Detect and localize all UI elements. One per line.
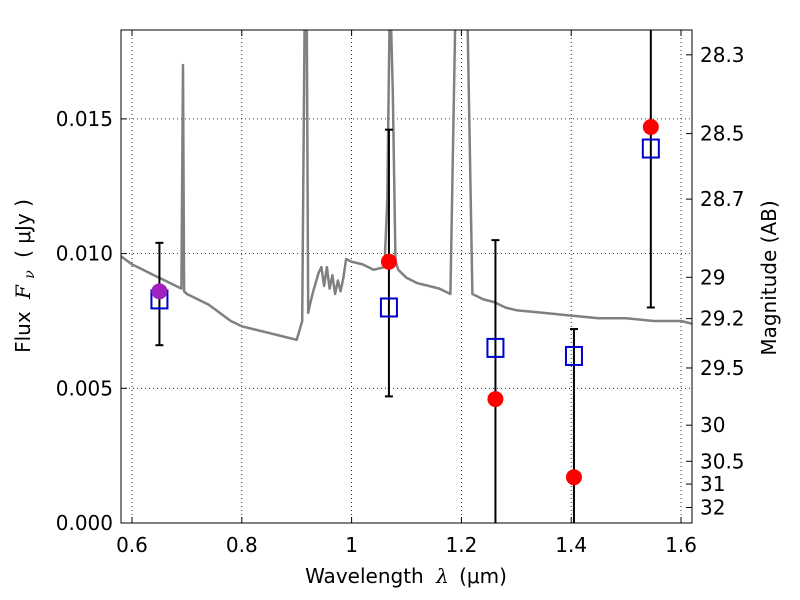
model-point <box>486 337 505 358</box>
observed-point <box>565 469 582 486</box>
plot-frame <box>120 29 693 524</box>
y-axis-label-unit: ( μJy ) <box>11 199 35 258</box>
x-axis-label: Wavelength λ (μm) <box>305 564 507 588</box>
points-layer <box>150 118 660 486</box>
tick-layer: 0.6 0.8 1 1.2 1.4 1.6 0.000 0.005 0.010 0.015 28.3… <box>56 30 745 557</box>
observed-point <box>380 253 397 270</box>
right-tick-label: 32 <box>700 495 725 519</box>
y-tick-label: 0.010 <box>56 242 113 266</box>
x-tick-label: 1.4 <box>555 533 587 557</box>
spectrum-layer <box>121 30 692 342</box>
observed-point <box>642 118 659 135</box>
right-tick-label: 29.5 <box>700 356 745 380</box>
y-axis-label: Flux F ν ( μJy ) <box>11 199 39 353</box>
y-tick-label: 0.005 <box>56 376 113 400</box>
x-tick-label: 1.6 <box>665 533 697 557</box>
x-axis-label-text: Wavelength <box>305 564 424 588</box>
observed-point <box>151 283 168 300</box>
x-tick-label: 0.6 <box>116 533 148 557</box>
right-tick-label: 28.5 <box>700 122 745 146</box>
right-tick-label: 28.7 <box>700 187 745 211</box>
errorbar-layer <box>155 30 655 523</box>
right-tick-label: 30.5 <box>700 449 745 473</box>
spectrum-line <box>121 30 692 342</box>
right-axis-label: Magnitude (AB) <box>757 200 781 355</box>
x-tick-label: 0.8 <box>226 533 258 557</box>
model-point <box>379 297 398 318</box>
y-axis-label-subscript: ν <box>22 270 38 279</box>
y-axis-label-text: Flux <box>11 311 35 353</box>
y-tick-label: 0.015 <box>56 107 113 131</box>
right-tick-label: 30 <box>700 413 725 437</box>
x-tick-label: 1 <box>345 533 358 557</box>
y-axis-label-symbol: F <box>11 284 35 300</box>
y-tick-label: 0.000 <box>56 511 113 535</box>
model-point <box>641 138 660 159</box>
observed-point <box>487 391 504 408</box>
right-tick-label: 28.3 <box>700 43 745 67</box>
right-tick-label: 31 <box>700 472 725 496</box>
x-axis-label-symbol: λ <box>435 564 449 588</box>
x-axis-label-unit: (μm) <box>459 564 507 588</box>
right-tick-label: 29 <box>700 265 725 289</box>
x-tick-label: 1.2 <box>445 533 477 557</box>
right-tick-label: 29.2 <box>700 307 745 331</box>
model-point <box>564 345 583 366</box>
